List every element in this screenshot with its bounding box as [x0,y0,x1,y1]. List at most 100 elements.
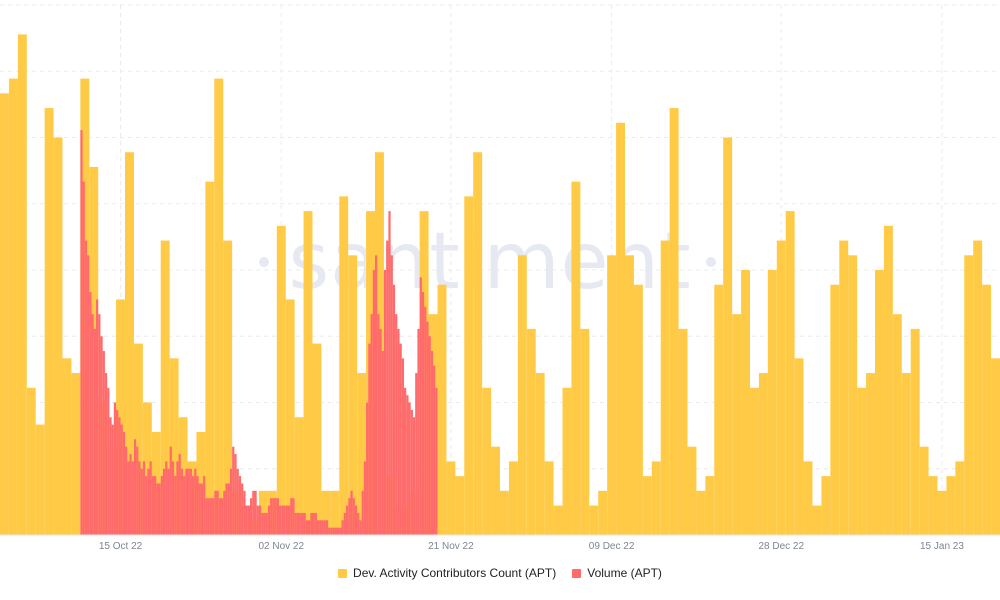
volume-bar [314,512,317,535]
dev-activity-bar [455,476,465,535]
volume-bar [272,498,275,535]
volume-bar [227,483,230,535]
x-tick-label: 02 Nov 22 [258,541,304,552]
dev-activity-bar [312,343,322,535]
volume-bar [254,490,257,535]
dev-activity-bar [544,461,554,535]
legend: Dev. Activity Contributors Count (APT) V… [0,566,1000,580]
dev-activity-bar [339,196,349,535]
volume-bar [131,461,134,535]
volume-bar [95,299,99,535]
volume-bar [229,468,233,535]
volume-bar [352,498,355,535]
volume-bar [127,461,130,535]
volume-bar [232,446,235,535]
dev-activity-bar [964,255,974,535]
volume-bar [196,476,199,535]
volume-bar [377,314,380,535]
dev-activity-bar [732,314,742,535]
dev-activity-bar [794,358,804,535]
dev-activity-bar [553,505,563,535]
dev-activity-bar [937,490,947,535]
volume-bar [180,468,184,535]
volume-bar [205,498,208,535]
volume-bar [359,520,362,535]
x-tick-label: 28 Dec 22 [758,541,804,552]
volume-bar [142,461,146,535]
legend-item-dev-activity[interactable]: Dev. Activity Contributors Count (APT) [338,566,556,580]
volume-bar [91,314,94,535]
volume-bar [156,483,159,535]
dev-activity-bar [133,343,143,535]
volume-bar [214,490,217,535]
volume-bar [176,461,179,535]
dev-activity-bar [892,314,902,535]
dev-activity-bar [750,387,759,535]
dev-activity-bar [705,476,715,535]
volume-bar [332,527,335,535]
volume-bar [258,505,262,535]
volume-bar [125,446,128,535]
dev-activity-bar [517,255,527,535]
volume-bar [167,468,170,535]
volume-bar [87,255,90,535]
dev-activity-bar [214,78,224,535]
volume-bar [265,512,268,535]
volume-bar [372,270,375,535]
legend-item-volume[interactable]: Volume (APT) [572,566,662,580]
volume-bar [417,328,420,535]
volume-bar [129,454,132,535]
volume-bar [118,417,121,535]
dev-activity-bar [910,328,920,535]
volume-bar [203,476,206,535]
volume-bar [350,490,353,535]
volume-bar [158,483,161,535]
volume-bar [424,306,427,535]
volume-bar [330,527,333,535]
volume-bar [102,350,105,535]
volume-bar [370,314,373,535]
volume-bar [287,505,291,535]
dev-activity-bar [991,358,1000,535]
volume-bar [308,520,311,535]
dev-activity-bar [321,490,331,535]
volume-bar [198,483,201,535]
dev-activity-bar [901,373,911,535]
dev-activity-bar [741,270,750,535]
dev-activity-bar [500,490,509,535]
volume-bar [120,424,123,535]
volume-bar [241,483,244,535]
volume-bar [406,395,409,535]
volume-bar [145,476,148,535]
volume-bar [399,343,402,535]
volume-bar [410,409,413,535]
volume-bar [212,498,215,535]
dev-activity-bar [285,299,295,535]
volume-bar [252,490,255,535]
volume-bar [343,512,346,535]
dev-activity-bar [839,240,849,536]
dev-activity-bar [660,240,670,536]
volume-bar [345,505,349,535]
volume-bar [323,520,326,535]
dev-activity-bar [723,137,733,535]
volume-bar [375,255,378,535]
dev-activity-bar [875,270,884,535]
volume-bar [426,321,429,535]
volume-bar [261,512,264,535]
volume-bar [113,402,117,535]
legend-swatch-volume [572,568,582,578]
volume-bar [89,292,92,535]
x-tick-label: 09 Dec 22 [589,541,635,552]
volume-bar [285,505,288,535]
volume-bar [207,498,210,535]
volume-bar [243,490,246,535]
dev-activity-bar [687,446,697,535]
volume-bar [165,461,168,535]
volume-bar [147,468,150,535]
legend-swatch-dev-activity [338,568,348,578]
volume-bar [305,520,309,535]
dev-activity-bar [919,446,929,535]
volume-bar [162,468,166,535]
dev-activity-bar [848,255,858,535]
